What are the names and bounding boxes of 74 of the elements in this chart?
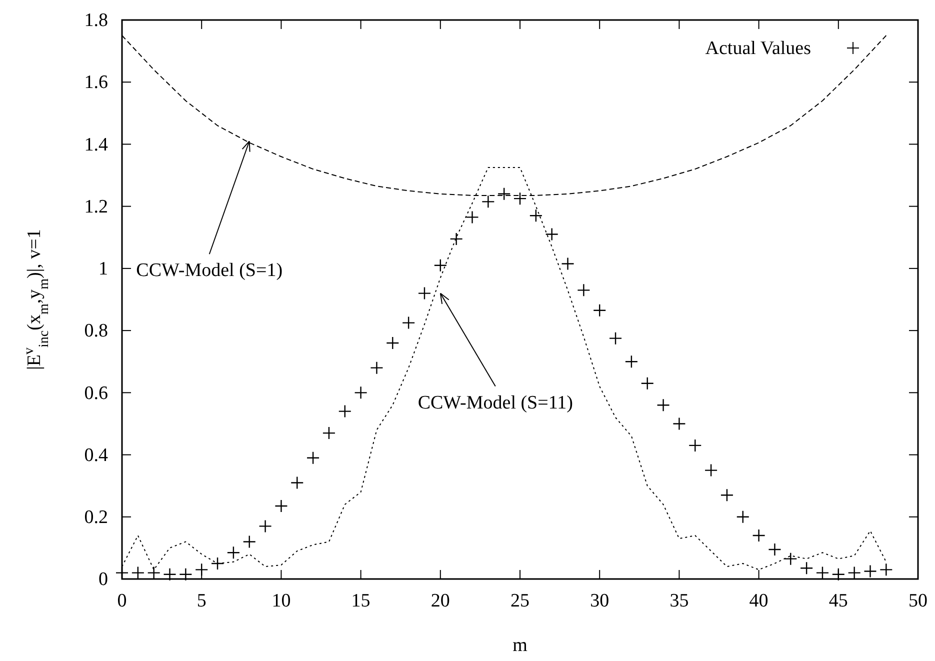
point: [466, 210, 479, 224]
point: [624, 355, 638, 368]
legend-label: Actual Values: [705, 38, 811, 59]
x-axis-title: m: [512, 635, 528, 656]
point: [258, 520, 272, 533]
x-tick-label: 15: [351, 590, 370, 612]
point: [370, 361, 384, 374]
x-tick-label: 10: [272, 590, 291, 612]
point: [210, 556, 224, 570]
point: [752, 528, 766, 542]
y-tick-label: 0.6: [84, 382, 108, 404]
x-tick-label: 5: [196, 590, 206, 612]
point: [704, 464, 718, 477]
y-tick-label: 0.8: [84, 320, 108, 342]
point: [736, 510, 750, 524]
point: [656, 398, 670, 412]
point: [163, 568, 176, 581]
point: [832, 568, 845, 581]
x-tick-label: 50: [908, 590, 928, 612]
y-tick-label: 1.2: [84, 196, 108, 218]
point: [688, 438, 702, 452]
annotation: CCW-Model (S=11): [418, 392, 573, 414]
point: [880, 563, 893, 576]
y-tick-label: 0.2: [84, 506, 108, 528]
x-tick-label: 0: [117, 590, 127, 612]
point: [274, 499, 288, 513]
point: [545, 228, 558, 241]
point: [608, 332, 622, 345]
x-tick-label: 30: [590, 590, 610, 612]
point: [338, 404, 352, 418]
point: [386, 336, 400, 350]
y-tick-label: 1: [98, 258, 108, 280]
point: [816, 566, 830, 580]
point: [131, 566, 145, 580]
y-tick-label: 1.6: [84, 72, 108, 94]
point: [800, 562, 814, 575]
y-tick-label: 0.4: [84, 444, 108, 466]
point: [354, 386, 368, 400]
point: [306, 451, 320, 464]
x-tick-label: 20: [430, 590, 450, 612]
y-tick-label: 1.8: [84, 10, 108, 32]
point: [450, 232, 463, 246]
y-tick-label: 0: [98, 569, 108, 590]
point: [577, 284, 590, 297]
y-tick-label: 1.4: [84, 134, 108, 156]
point: [402, 316, 416, 330]
point: [226, 546, 240, 560]
point: [418, 286, 432, 300]
annotation: CCW-Model (S=1): [136, 260, 283, 282]
point: [497, 187, 511, 201]
point: [242, 535, 256, 548]
x-tick-label: 25: [510, 590, 530, 612]
x-tick-label: 35: [670, 590, 689, 612]
point: [513, 192, 527, 206]
point: [115, 566, 129, 580]
point: [529, 209, 543, 222]
point: [179, 568, 192, 581]
point: [593, 304, 606, 317]
point: [561, 257, 574, 270]
point: [434, 258, 447, 272]
point: [864, 564, 877, 578]
x-tick-label: 45: [828, 590, 848, 612]
point: [640, 376, 654, 390]
point: [322, 426, 336, 440]
point: [195, 563, 208, 576]
x-tick-label: 40: [749, 590, 768, 612]
point: [672, 417, 686, 430]
point: [784, 552, 798, 566]
point: [290, 476, 304, 490]
point: [848, 566, 861, 580]
point: [147, 566, 160, 580]
point: [482, 195, 495, 208]
point: [768, 542, 782, 556]
point: [720, 488, 734, 502]
